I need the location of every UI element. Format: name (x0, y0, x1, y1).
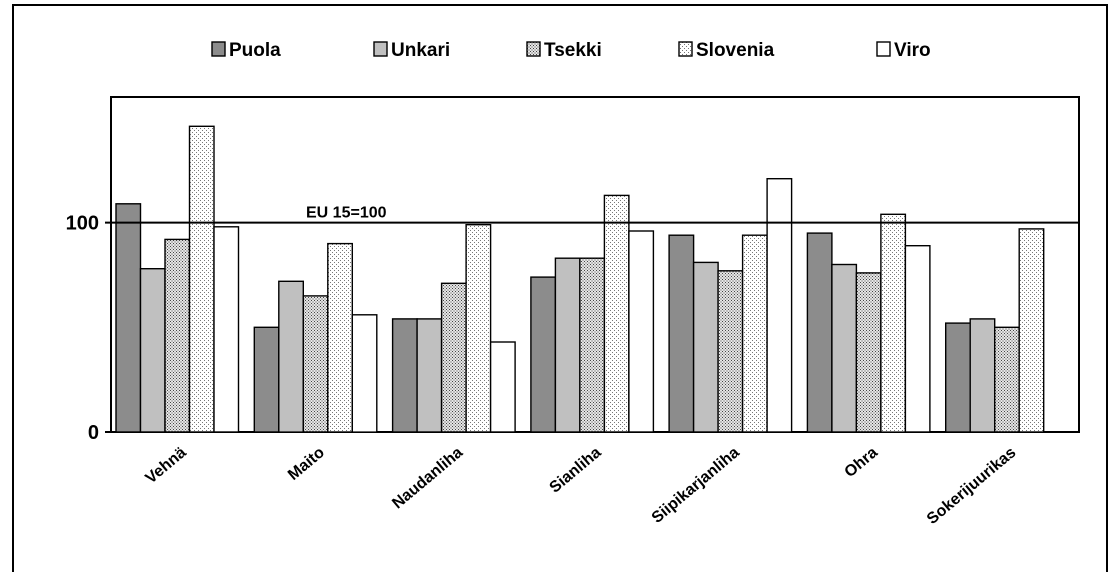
bar-tsekki-3 (440, 282, 467, 433)
bar-tsekki-4 (579, 257, 606, 433)
bar-unkari-2 (278, 280, 304, 433)
bar-slovenia-6 (880, 213, 907, 433)
bar-slovenia-5 (741, 234, 768, 433)
bar-slovenia-4 (603, 194, 630, 433)
reference-line-group: EU 15=100 (111, 205, 1079, 224)
bar-puola-6 (806, 232, 833, 433)
bar-viro-3 (489, 341, 516, 433)
bar-unkari-7 (969, 318, 996, 433)
bar-puola-1 (115, 203, 142, 433)
reference-line-label: EU 15=100 (306, 205, 387, 222)
x-tick-label: Siipikarjanliha (649, 444, 743, 527)
bar-unkari-3 (416, 318, 443, 433)
legend-label-viro: Viro (894, 40, 931, 61)
bar-chart: Puola Unkari Tsekki Slovenia Viro EU 15=100 … (66, 40, 1080, 528)
bar-unkari-6 (831, 263, 858, 433)
bar-viro-4 (628, 230, 655, 433)
bar-puola-4 (530, 276, 557, 433)
x-tick-label: Naudanliha (389, 444, 466, 513)
plot-area (105, 96, 1080, 433)
y-tick-label: 100 (66, 213, 99, 235)
bar-viro-1 (213, 226, 240, 433)
x-tick-label: Sianliha (547, 444, 605, 497)
bar-puola-7 (945, 322, 971, 433)
bar-unkari-1 (139, 268, 166, 433)
bar-tsekki-7 (994, 326, 1020, 433)
bar-slovenia-1 (188, 125, 215, 433)
legend-label-slovenia: Slovenia (696, 40, 775, 61)
bar-unkari-5 (692, 261, 719, 433)
legend-swatch-tsekki (526, 41, 541, 57)
bar-slovenia-2 (327, 242, 353, 433)
legend-swatch-puola (211, 41, 226, 57)
bar-puola-5 (668, 234, 695, 433)
bar-tsekki-5 (717, 270, 744, 433)
legend-label-unkari: Unkari (391, 40, 450, 61)
x-tick-label: Maito (285, 444, 328, 484)
x-tick-label: Vehnä (143, 444, 190, 487)
bar-viro-5 (766, 177, 793, 433)
legend-swatch-viro (876, 41, 891, 57)
bar-puola-2 (253, 326, 280, 433)
legend: Puola Unkari Tsekki Slovenia Viro (211, 40, 931, 61)
legend-label-puola: Puola (229, 40, 281, 61)
bar-slovenia-3 (465, 223, 492, 433)
x-tick-label: Sokerijuurikas (924, 444, 1019, 528)
bar-tsekki-2 (302, 295, 329, 433)
bar-puola-3 (391, 318, 418, 433)
chart-frame: Puola Unkari Tsekki Slovenia Viro EU 15=100 … (12, 4, 1108, 572)
y-axis-labels: 0 100 (66, 213, 99, 444)
bar-unkari-4 (554, 257, 581, 433)
bar-tsekki-1 (164, 238, 191, 433)
legend-swatch-unkari (373, 41, 388, 57)
bar-viro-6 (904, 244, 931, 433)
bar-slovenia-7 (1018, 228, 1045, 433)
bar-tsekki-6 (855, 272, 882, 433)
y-tick-label: 0 (88, 422, 99, 444)
legend-swatch-slovenia (678, 41, 693, 57)
bar-viro-2 (351, 314, 378, 433)
x-tick-label: Ohra (842, 444, 882, 481)
x-axis-labels: Vehnä Maito Naudanliha Sianliha Siipikarjanl… (143, 444, 1020, 528)
legend-label-tsekki: Tsekki (544, 40, 602, 61)
